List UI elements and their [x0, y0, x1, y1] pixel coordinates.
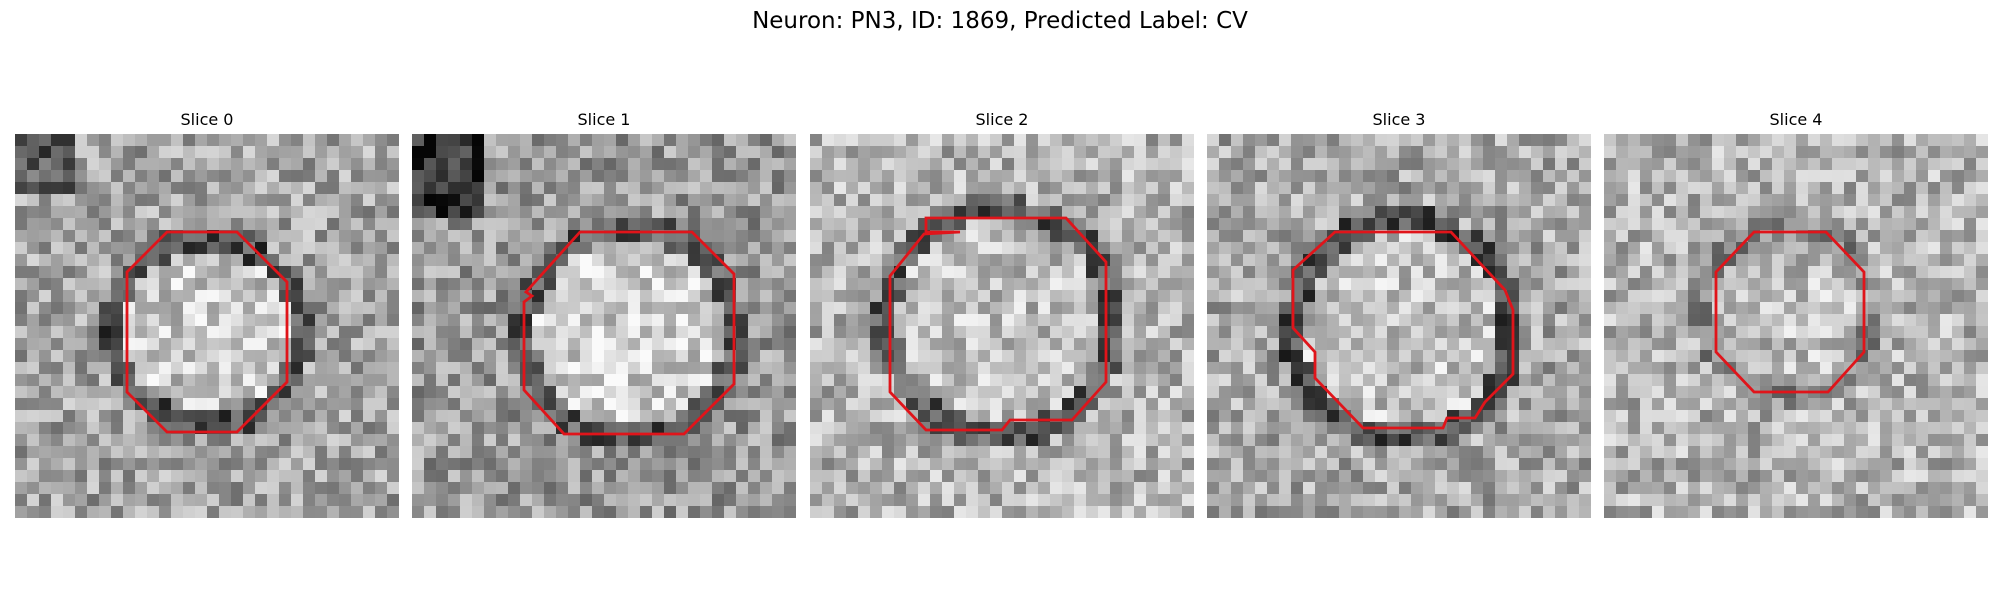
slice-title: Slice 3 — [1372, 110, 1426, 129]
grayscale-pixels — [1207, 134, 1591, 518]
slice-title: Slice 0 — [180, 110, 234, 129]
grayscale-pixels — [15, 134, 399, 518]
segmentation-outline — [1291, 230, 1515, 430]
slice-image — [1207, 134, 1591, 518]
segmentation-outline — [1714, 230, 1866, 394]
grayscale-pixels — [810, 134, 1194, 518]
slice-image — [412, 134, 796, 518]
slice-image — [810, 134, 1194, 518]
slice-title: Slice 2 — [975, 110, 1029, 129]
grayscale-pixels — [1604, 134, 1988, 518]
slice-image — [1604, 134, 1988, 518]
segmentation-outline — [888, 216, 1108, 432]
figure-title: Neuron: PN3, ID: 1869, Predicted Label: … — [752, 8, 1248, 34]
slice-title: Slice 4 — [1769, 110, 1823, 129]
grayscale-pixels — [412, 134, 796, 518]
slice-title: Slice 1 — [577, 110, 631, 129]
segmentation-outline — [522, 230, 736, 436]
segmentation-outline — [125, 230, 289, 434]
slice-image — [15, 134, 399, 518]
